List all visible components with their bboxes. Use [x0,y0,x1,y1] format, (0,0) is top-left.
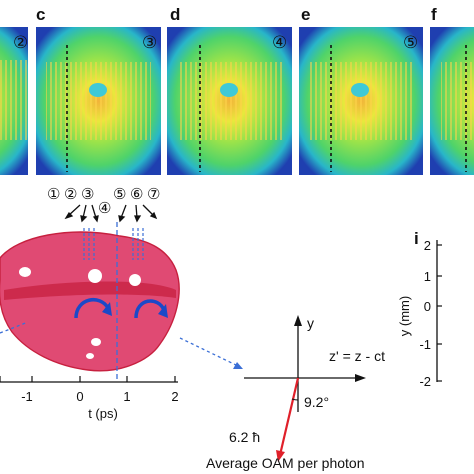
frame-badge: ④ [272,33,287,52]
t-axis: -1 0 1 2 t (ps) [0,376,179,421]
y-tick-label: -2 [419,374,431,389]
panel-letter-f: f [431,5,437,24]
callout-line-left [0,321,29,334]
angle-label: 9.2° [304,394,329,410]
y-tick-label: 1 [424,269,431,284]
t-tick-label: 2 [171,389,178,404]
oam-surface-render [0,222,180,380]
y-tick-label: 0 [424,299,431,314]
slice-marker: ④ [98,200,111,217]
y-axis-panel-i: 2 1 0 -1 -2 y (mm) [397,238,442,389]
coord-z-label: z' = z - ct [329,348,385,364]
slice-markers: ① ② ③ ④ ⑤ ⑥ ⑦ [47,186,160,217]
slice-pointer-arrows [64,204,158,223]
frame-badge: ② [13,33,28,52]
panel-letter-c: c [36,5,45,24]
callout-arrow-right [179,337,243,369]
heatmap-frame-partial-left [0,27,28,175]
heatmap-frame-c [36,27,161,175]
slice-marker: ① [47,186,60,203]
slice-marker: ⑤ [113,186,126,203]
t-tick-label: 0 [76,389,83,404]
heatmap-frame-d [167,27,292,175]
t-axis-title: t (ps) [88,406,118,421]
panel-letter-d: d [170,5,180,24]
y-tick-label: 2 [424,238,431,253]
y-tick-label: -1 [419,337,431,352]
heatmap-frame-f [430,27,474,175]
slice-marker: ③ [81,186,94,203]
panel-letter-i: i [414,229,419,248]
t-tick-label: 1 [123,389,130,404]
slice-marker: ⑦ [147,186,160,203]
coord-y-label: y [307,315,314,331]
y-axis-title: y (mm) [397,296,412,336]
slice-marker: ② [64,186,77,203]
frame-badge: ③ [142,33,157,52]
oam-value: 6.2 ħ [229,429,260,445]
panel-letter-e: e [301,5,310,24]
heatmap-frame-e [299,27,423,175]
oam-caption: Average OAM per photon [206,455,365,471]
coordinate-diagram: y z' = z - ct 9.2° 6.2 ħ Average OAM per… [206,315,385,471]
slice-marker: ⑥ [130,186,143,203]
frame-badge: ⑤ [403,33,418,52]
t-tick-label: -1 [21,389,33,404]
